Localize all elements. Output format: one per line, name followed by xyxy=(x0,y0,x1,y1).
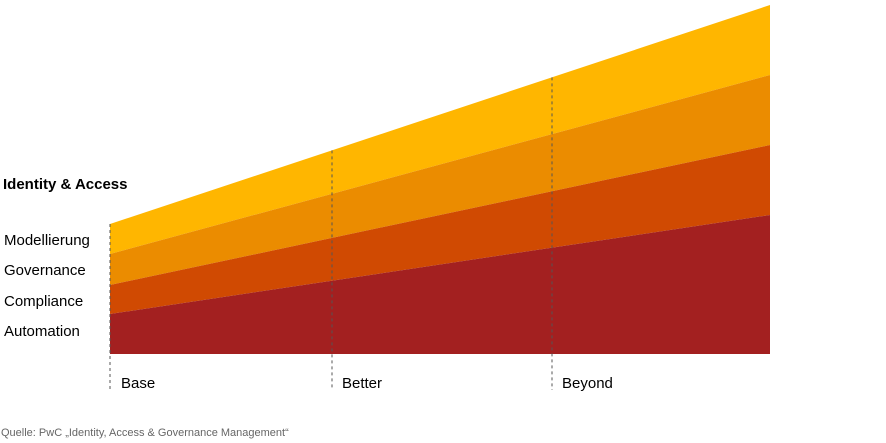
stage-beyond: Beyond xyxy=(562,375,613,392)
label-compliance: Compliance xyxy=(4,293,84,310)
diagram-heading: Identity & Access xyxy=(3,176,128,193)
stage-better: Better xyxy=(342,375,383,392)
label-automation: Automation xyxy=(4,323,80,340)
band-modellierung xyxy=(110,5,770,254)
source-note: Quelle: PwC „Identity, Access & Governan… xyxy=(1,427,289,439)
stage-base: Base xyxy=(121,375,156,392)
band-compliance xyxy=(110,145,770,314)
band-governance xyxy=(110,75,770,285)
label-modellierung: Modellierung xyxy=(4,232,90,249)
band-automation xyxy=(110,215,770,354)
label-governance: Governance xyxy=(4,262,86,279)
